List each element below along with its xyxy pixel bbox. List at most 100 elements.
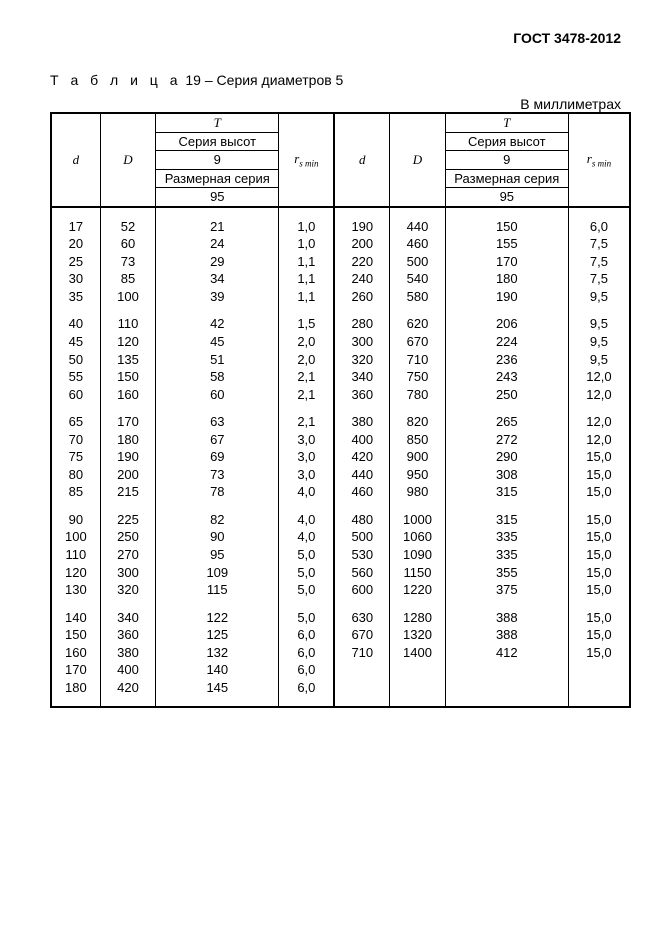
table-cell: 115 (156, 581, 279, 599)
table-cell: 9,5 (568, 333, 630, 351)
table-cell: 315 (445, 483, 568, 501)
table-cell: 100 (100, 288, 155, 306)
height-val-left: 9 (156, 151, 279, 170)
table-cell: 340 (334, 368, 389, 386)
table-cell: 600 (334, 581, 389, 599)
table-cell: 6,0 (279, 661, 334, 679)
table-cell: 20 (51, 235, 100, 253)
table-cell: 6,0 (279, 644, 334, 662)
table-cell: 250 (445, 386, 568, 404)
height-val-right: 9 (445, 151, 568, 170)
table-cell: 109 (156, 564, 279, 582)
col-T-left: T (214, 115, 221, 130)
table-cell: 140 (51, 609, 100, 627)
table-cell: 375 (445, 581, 568, 599)
col-rsmin-right: rs min (587, 151, 611, 166)
col-rsmin-left: rs min (294, 151, 318, 166)
table-cell: 190 (100, 448, 155, 466)
series-height-right: Серия высот (445, 132, 568, 151)
table-cell: 265 (445, 413, 568, 431)
table-caption: Т а б л и ц а 19 – Серия диаметров 5 (50, 72, 631, 88)
col-D-left: D (123, 152, 132, 167)
table-cell: 243 (445, 368, 568, 386)
table-cell: 420 (334, 448, 389, 466)
table-cell: 69 (156, 448, 279, 466)
size-series-left: Размерная серия (156, 169, 279, 188)
table-cell: 6,0 (568, 218, 630, 236)
table-cell: 34 (156, 270, 279, 288)
table-cell (568, 679, 630, 697)
table-cell: 355 (445, 564, 568, 582)
table-cell: 170 (51, 661, 100, 679)
table-cell: 980 (390, 483, 445, 501)
table-cell: 85 (51, 483, 100, 501)
table-cell: 540 (390, 270, 445, 288)
caption-num: 19 (185, 72, 201, 88)
table-cell: 75 (51, 448, 100, 466)
table-cell: 225 (100, 511, 155, 529)
doc-header: ГОСТ 3478-2012 (50, 30, 631, 46)
table-cell: 388 (445, 626, 568, 644)
table-cell: 950 (390, 466, 445, 484)
table-cell: 15,0 (568, 581, 630, 599)
table-cell: 6,0 (279, 679, 334, 697)
table-cell: 145 (156, 679, 279, 697)
table-cell: 3,0 (279, 466, 334, 484)
table-cell: 440 (390, 218, 445, 236)
table-cell: 710 (390, 351, 445, 369)
table-cell: 670 (390, 333, 445, 351)
table-cell: 35 (51, 288, 100, 306)
table-cell: 110 (51, 546, 100, 564)
table-cell: 21 (156, 218, 279, 236)
table-cell: 530 (334, 546, 389, 564)
table-cell: 15,0 (568, 546, 630, 564)
table-cell: 360 (100, 626, 155, 644)
table-cell: 12,0 (568, 413, 630, 431)
table-cell: 170 (100, 413, 155, 431)
table-cell: 1060 (390, 528, 445, 546)
table-cell: 400 (100, 661, 155, 679)
table-cell: 2,0 (279, 351, 334, 369)
table-cell: 150 (51, 626, 100, 644)
table-cell: 125 (156, 626, 279, 644)
table-cell: 320 (334, 351, 389, 369)
table-cell: 130 (51, 581, 100, 599)
table-cell: 360 (334, 386, 389, 404)
table-cell: 9,5 (568, 315, 630, 333)
table-cell: 300 (100, 564, 155, 582)
table-cell: 60 (51, 386, 100, 404)
caption-label: Т а б л и ц а (50, 72, 182, 88)
table-cell: 710 (334, 644, 389, 662)
table-cell: 240 (334, 270, 389, 288)
table-cell: 15,0 (568, 609, 630, 627)
table-cell: 150 (445, 218, 568, 236)
table-cell (390, 661, 445, 679)
table-cell: 15,0 (568, 528, 630, 546)
table-cell: 315 (445, 511, 568, 529)
table-cell: 224 (445, 333, 568, 351)
table-cell: 460 (334, 483, 389, 501)
table-cell (334, 679, 389, 697)
table-cell: 2,1 (279, 368, 334, 386)
table-cell: 15,0 (568, 564, 630, 582)
table-cell: 25 (51, 253, 100, 271)
table-cell: 65 (51, 413, 100, 431)
table-cell: 850 (390, 431, 445, 449)
col-D-right: D (413, 152, 422, 167)
table-cell: 85 (100, 270, 155, 288)
table-cell: 15,0 (568, 626, 630, 644)
table-cell: 440 (334, 466, 389, 484)
table-cell: 480 (334, 511, 389, 529)
table-cell: 1320 (390, 626, 445, 644)
table-cell: 12,0 (568, 386, 630, 404)
table-cell: 135 (100, 351, 155, 369)
size-series-right: Размерная серия (445, 169, 568, 188)
table-cell: 4,0 (279, 511, 334, 529)
table-cell: 500 (334, 528, 389, 546)
table-cell: 1,0 (279, 218, 334, 236)
table-cell: 30 (51, 270, 100, 288)
table-cell: 580 (390, 288, 445, 306)
table-cell: 1000 (390, 511, 445, 529)
table-cell: 4,0 (279, 528, 334, 546)
table-cell: 24 (156, 235, 279, 253)
